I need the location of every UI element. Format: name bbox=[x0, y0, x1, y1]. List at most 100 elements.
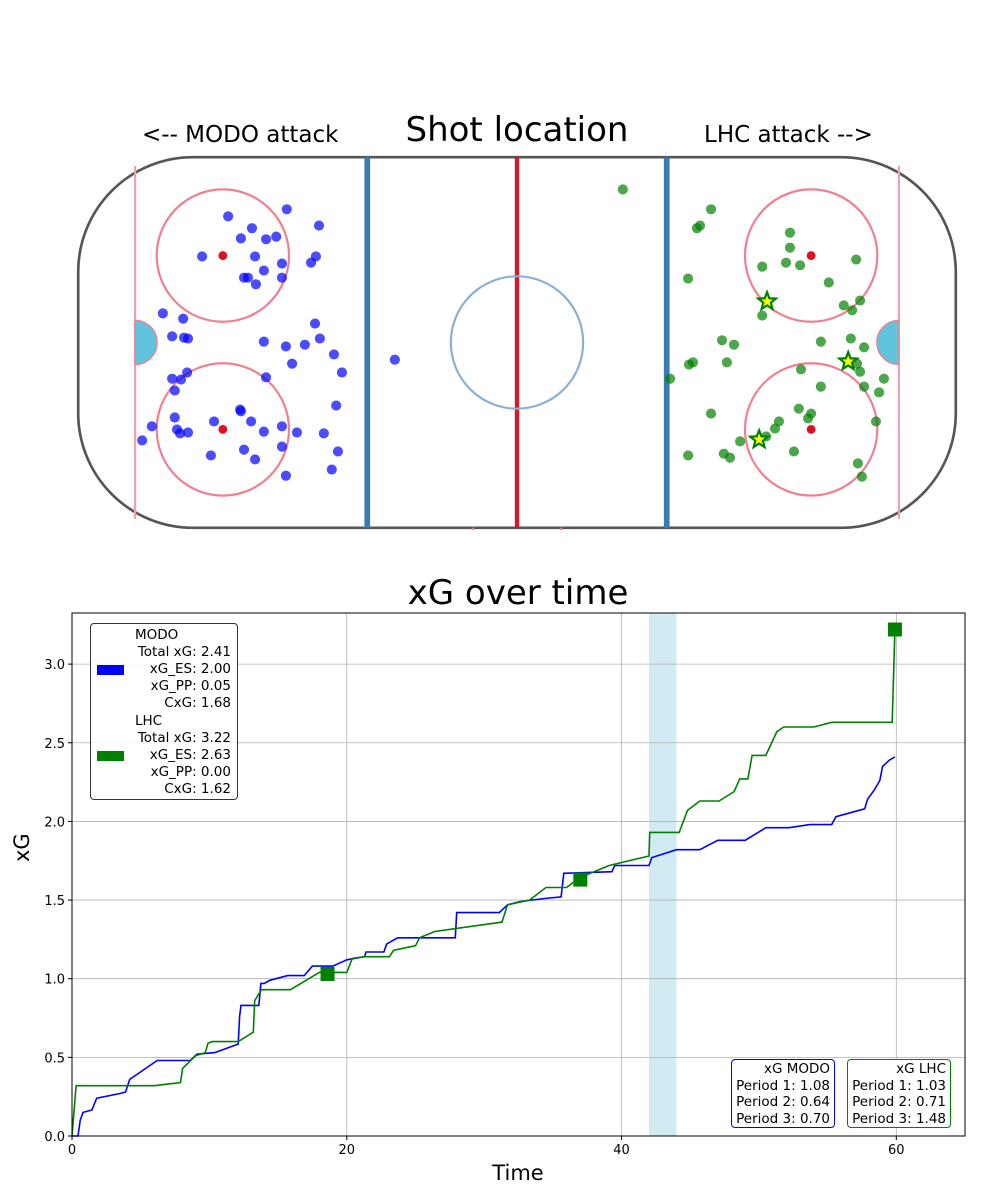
lhc-shot bbox=[855, 366, 866, 377]
lhc-shot bbox=[802, 413, 814, 424]
period-modo-p1: Period 1: 1.08 bbox=[736, 1077, 830, 1094]
lhc-shot bbox=[795, 260, 806, 271]
plot-frame bbox=[71, 612, 966, 1137]
lhc-shot bbox=[664, 373, 676, 384]
lhc-shot bbox=[847, 305, 858, 316]
lhc-shot bbox=[716, 335, 728, 346]
x-tick-label: 60 bbox=[888, 1143, 905, 1158]
legend-lhc-name: LHC bbox=[135, 713, 163, 729]
modo-shot bbox=[260, 234, 272, 245]
modo-shot bbox=[182, 333, 194, 344]
lhc-shot bbox=[721, 357, 732, 368]
period-box-modo: xG MODO Period 1: 1.08 Period 2: 0.64 Pe… bbox=[731, 1059, 835, 1128]
lhc-shot bbox=[873, 387, 885, 398]
modo-shot bbox=[276, 272, 288, 283]
lhc-shot bbox=[728, 339, 740, 350]
x-tick-label: 40 bbox=[613, 1143, 630, 1158]
lhc-shot bbox=[845, 333, 856, 344]
x-tick-label: 0 bbox=[68, 1143, 76, 1158]
modo-shot bbox=[250, 279, 261, 290]
series-line-lhc bbox=[71, 629, 896, 1137]
y-tick-label: 1.0 bbox=[44, 973, 65, 988]
modo-shot bbox=[249, 251, 261, 262]
legend-lhc-pp: xG_PP: 0.00 bbox=[150, 764, 231, 780]
legend-modo-es: xG_ES: 2.00 bbox=[149, 661, 231, 677]
lhc-shot bbox=[856, 471, 867, 482]
rink-shot-map bbox=[76, 155, 958, 530]
lhc-shot bbox=[858, 342, 870, 353]
legend-modo-name: MODO bbox=[135, 627, 179, 643]
center-circle bbox=[449, 275, 585, 410]
goal-marker bbox=[573, 872, 588, 887]
modo-shot bbox=[197, 251, 208, 262]
lhc-shot bbox=[687, 357, 699, 368]
period-modo-title: xG MODO bbox=[763, 1061, 830, 1077]
modo-shot bbox=[287, 358, 298, 369]
y-axis-label: xG bbox=[10, 833, 34, 862]
period-lhc-p1: Period 1: 1.03 bbox=[852, 1077, 946, 1094]
modo-shot bbox=[280, 341, 291, 352]
modo-shot bbox=[208, 416, 220, 427]
faceoff-dots bbox=[218, 251, 816, 434]
lhc-shot bbox=[705, 204, 717, 215]
modo-shot bbox=[291, 427, 303, 438]
legend-lhc-total: Total xG: 3.22 bbox=[137, 730, 231, 746]
modo-shot bbox=[167, 331, 178, 342]
center-line bbox=[514, 157, 520, 528]
period-box-lhc: xG LHC Period 1: 1.03 Period 2: 0.71 Per… bbox=[847, 1059, 951, 1128]
lhc-shot bbox=[784, 242, 796, 253]
y-tick-label: 1.5 bbox=[44, 894, 65, 909]
modo-shot bbox=[167, 373, 178, 384]
goal-crease-left bbox=[134, 319, 158, 366]
goal-marker bbox=[887, 622, 902, 637]
lhc-shot bbox=[617, 184, 628, 195]
modo-shot bbox=[336, 367, 347, 378]
modo-shot bbox=[182, 427, 194, 438]
modo-shot bbox=[276, 441, 288, 452]
y-tick-label: 2.0 bbox=[44, 815, 65, 830]
series-line-modo bbox=[72, 756, 896, 1137]
modo-shot bbox=[305, 257, 317, 268]
modo-shot bbox=[309, 318, 321, 329]
lhc-shot bbox=[870, 416, 882, 427]
modo-shot bbox=[260, 372, 272, 383]
modo-shot bbox=[246, 416, 257, 427]
lhc-shot bbox=[694, 220, 706, 231]
modo-shot bbox=[326, 464, 337, 475]
legend-lhc-cxg: CxG: 1.62 bbox=[164, 781, 231, 797]
period-lhc-p3: Period 3: 1.48 bbox=[852, 1110, 946, 1127]
modo-shot bbox=[258, 336, 269, 347]
y-tick-label: 0.0 bbox=[44, 1130, 65, 1145]
modo-shot bbox=[280, 470, 291, 481]
lhc-shot bbox=[724, 452, 736, 463]
period-lhc-title: xG LHC bbox=[896, 1061, 946, 1077]
modo-shot bbox=[238, 444, 250, 455]
y-tick-label: 2.5 bbox=[44, 737, 65, 752]
legend-modo-cxg: CxG: 1.68 bbox=[164, 695, 231, 711]
modo-shot bbox=[175, 374, 187, 385]
lhc-shot bbox=[683, 450, 694, 461]
modo-attack-label: <-- MODO attack bbox=[142, 122, 339, 148]
legend-modo-pp: xG_PP: 0.05 bbox=[150, 678, 231, 694]
modo-shot bbox=[271, 231, 282, 242]
modo-shot bbox=[175, 428, 186, 439]
modo-shot bbox=[258, 426, 269, 437]
lhc-goal-star-icon bbox=[836, 349, 860, 372]
goal-crease-right bbox=[876, 319, 900, 366]
legend-modo-swatch bbox=[97, 665, 124, 675]
legend-lhc-es: xG_ES: 2.63 bbox=[149, 747, 231, 763]
lhc-shot bbox=[838, 300, 849, 311]
shaded-region bbox=[649, 613, 677, 1136]
lhc-shot bbox=[823, 277, 834, 288]
modo-shot bbox=[258, 265, 269, 276]
modo-shot bbox=[169, 412, 180, 423]
modo-shot bbox=[313, 220, 325, 231]
lhc-shot bbox=[793, 403, 804, 414]
lhc-shot bbox=[795, 364, 807, 375]
lhc-goal-star-icon bbox=[747, 427, 771, 450]
modo-shot bbox=[137, 435, 148, 446]
rink-title: Shot location bbox=[405, 110, 629, 150]
modo-shot bbox=[249, 454, 261, 465]
modo-shot bbox=[182, 367, 193, 378]
